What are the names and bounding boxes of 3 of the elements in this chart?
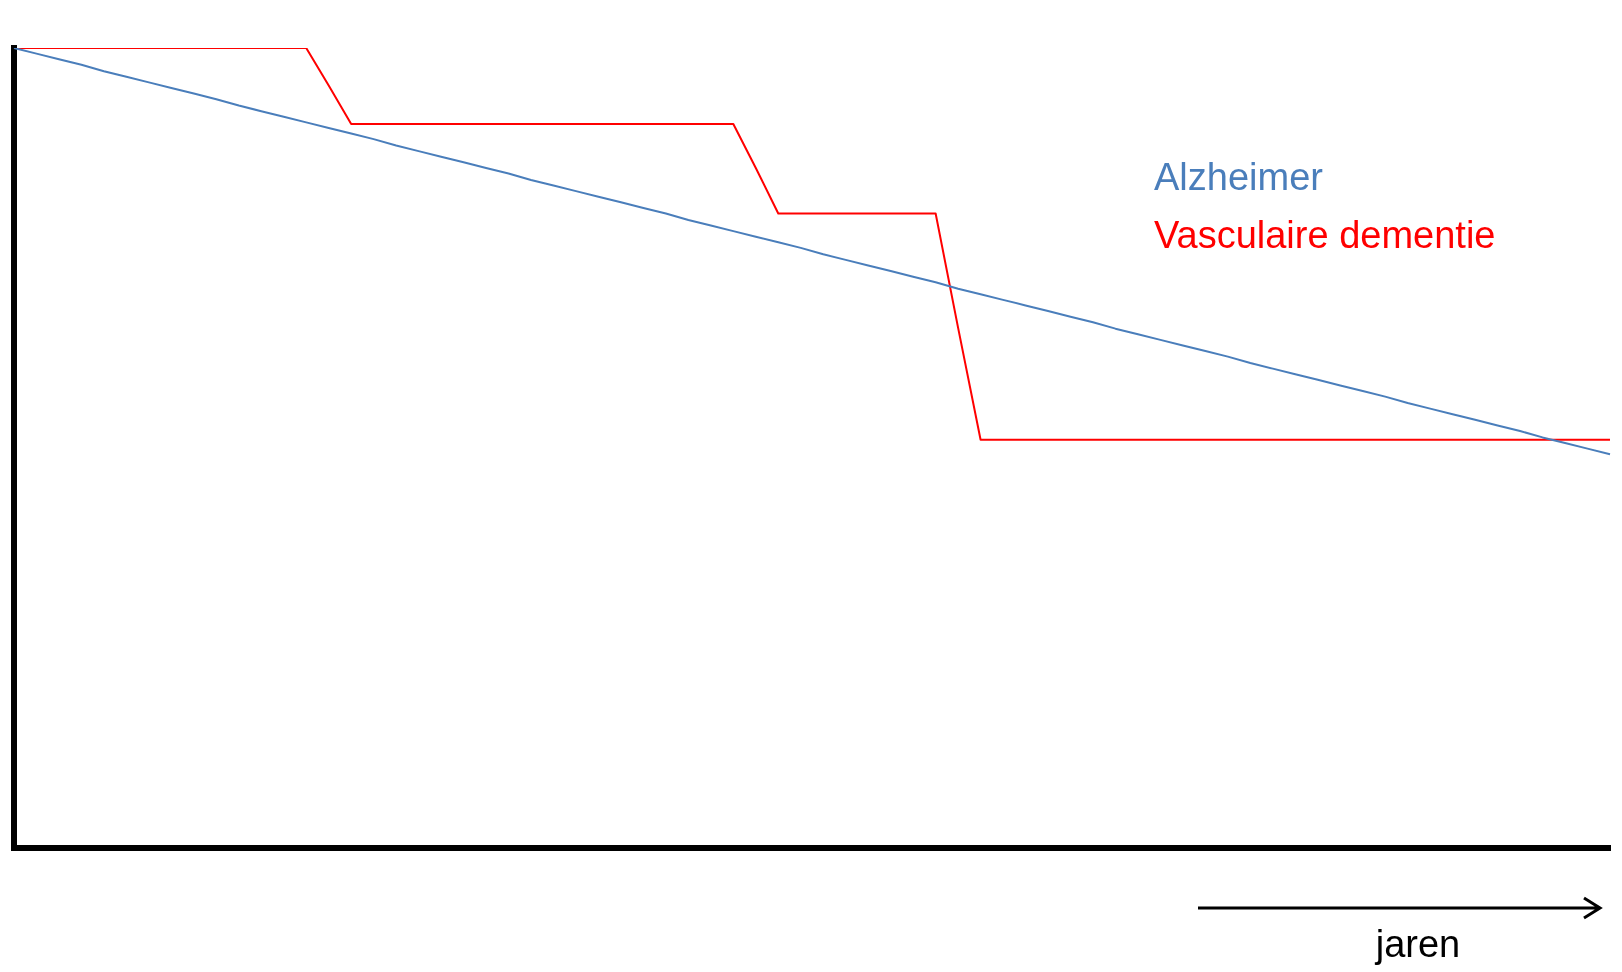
text: Alzheimer [1154, 155, 1324, 200]
text: Vasculaire dementie [1154, 213, 1497, 258]
x-axis-title: jaren [1373, 923, 1462, 966]
